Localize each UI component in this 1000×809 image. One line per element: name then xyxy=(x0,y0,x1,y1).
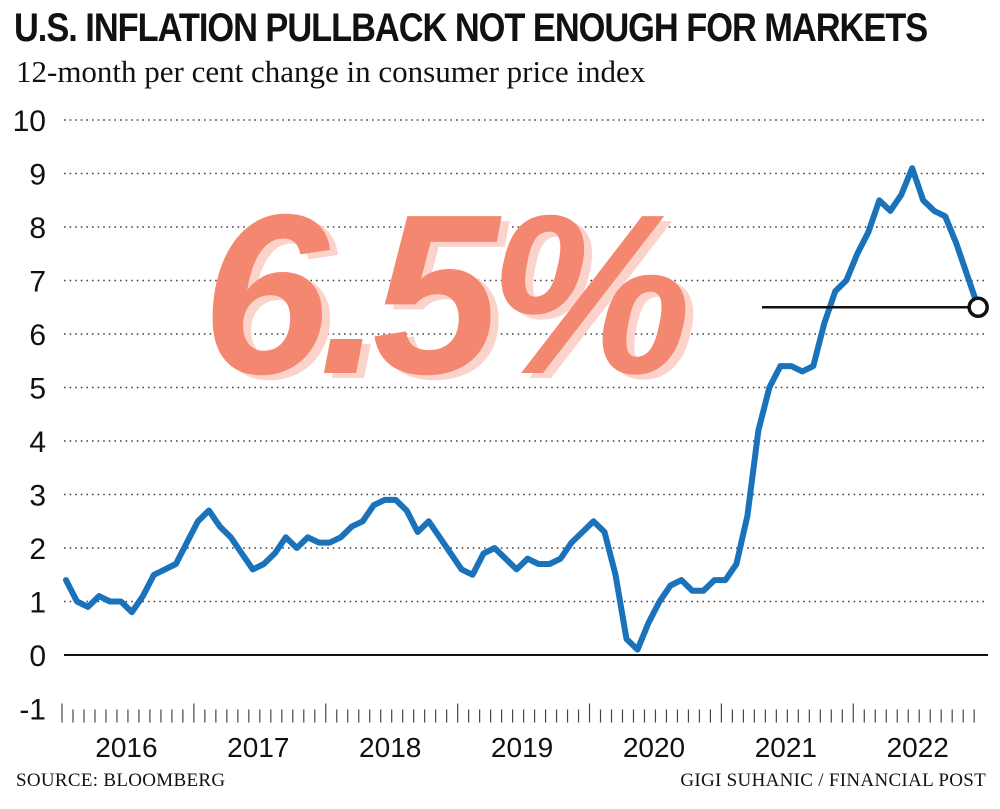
y-tick-label: 3 xyxy=(29,480,46,513)
y-tick-label: 10 xyxy=(13,105,46,138)
y-tick-label: 0 xyxy=(29,640,46,673)
credit-note: GIGI SUHANIC / FINANCIAL POST xyxy=(680,770,986,791)
callout-marker-group xyxy=(762,296,989,318)
x-tick-label: 2018 xyxy=(359,732,421,763)
x-tick-label: 2021 xyxy=(755,732,817,763)
y-tick-label: 6 xyxy=(29,319,46,352)
callout-marker xyxy=(967,296,989,318)
y-tick-label: 5 xyxy=(29,373,46,406)
x-axis: 2016 2017 2018 2019 2020 2021 2022 xyxy=(61,703,975,763)
callout-value-group: 6.5%6.5% xyxy=(202,168,704,427)
chart-title: U.S. INFLATION PULLBACK NOT ENOUGH FOR M… xyxy=(14,6,928,50)
y-tick-label: 8 xyxy=(29,212,46,245)
callout-value-shadow: 6.5% xyxy=(210,173,694,427)
series-layer xyxy=(63,165,982,653)
y-tick-label: 2 xyxy=(29,533,46,566)
y-tick-label: 1 xyxy=(29,587,46,620)
callout-value: 6.5% xyxy=(202,168,686,422)
y-tick-label: 7 xyxy=(29,266,46,299)
y-tick-label: 9 xyxy=(29,159,46,192)
x-tick-label: 2019 xyxy=(491,732,553,763)
y-axis-tick-labels: -1 0 1 2 3 4 5 6 7 8 9 10 xyxy=(13,105,46,727)
gridlines xyxy=(64,119,988,656)
y-tick-label: -1 xyxy=(19,694,46,727)
source-note: SOURCE: BLOOMBERG xyxy=(16,770,226,791)
x-tick-label: 2020 xyxy=(623,732,685,763)
y-tick-label: 4 xyxy=(29,426,46,459)
x-tick-label: 2017 xyxy=(227,732,289,763)
x-tick-label: 2022 xyxy=(887,732,949,763)
chart-subtitle: 12-month per cent change in consumer pri… xyxy=(16,54,646,89)
x-tick-label: 2016 xyxy=(95,732,157,763)
series-line xyxy=(63,165,982,653)
